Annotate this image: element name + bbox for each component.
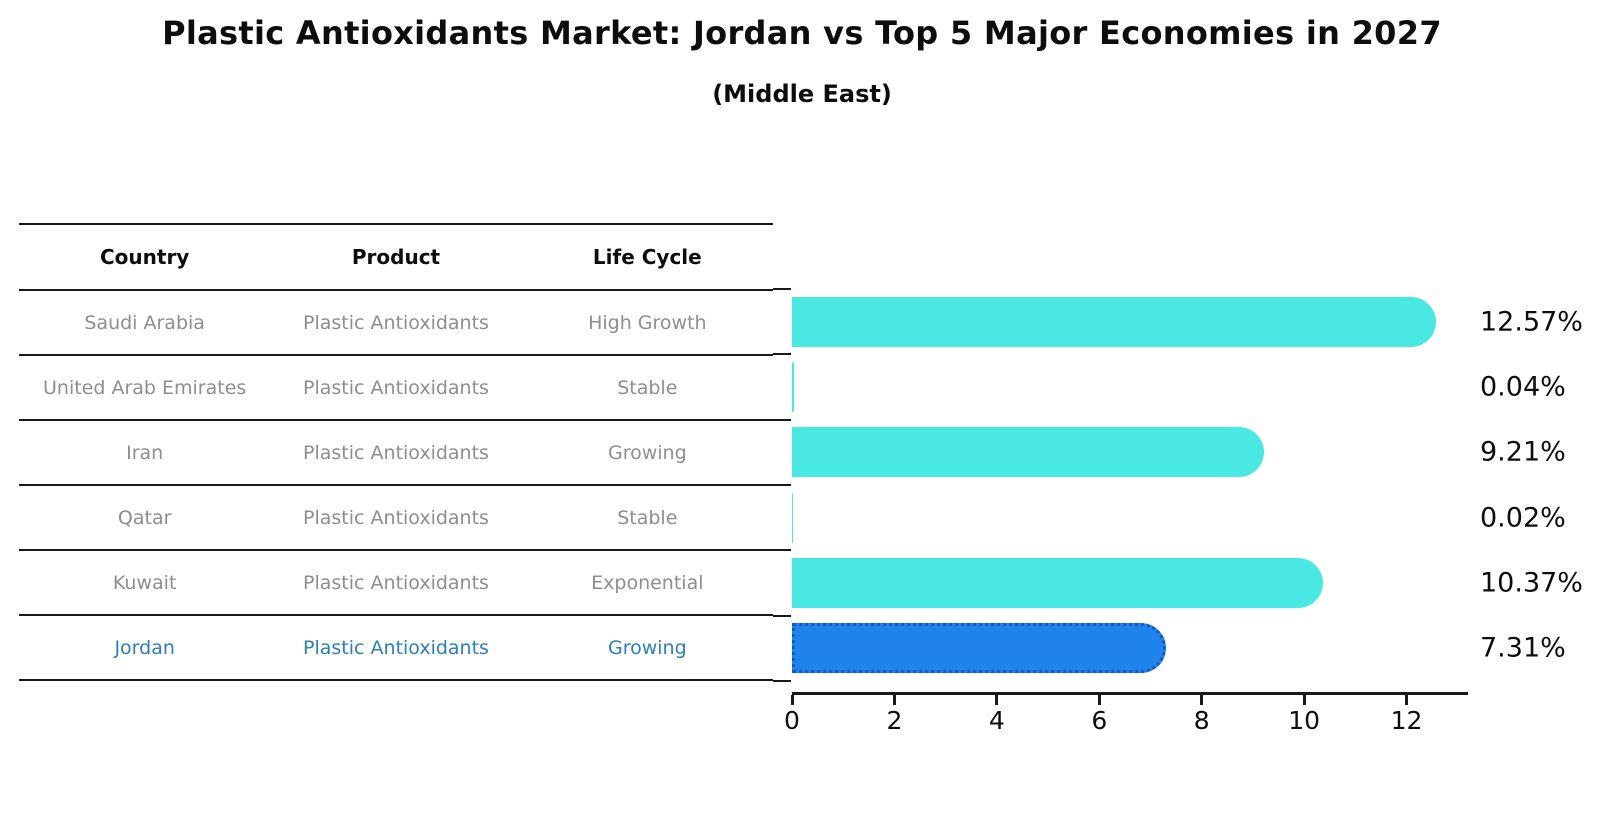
bar-jordan-highlighted xyxy=(792,623,1167,674)
table-row: Qatar Plastic Antioxidants Stable xyxy=(19,486,773,551)
column-header-country: Country xyxy=(99,245,190,269)
y-axis-tick xyxy=(773,614,791,617)
x-axis-tick xyxy=(1302,695,1306,705)
y-axis-tick xyxy=(773,418,791,421)
x-axis-line xyxy=(792,692,1468,695)
table-row: Kuwait Plastic Antioxidants Exponential xyxy=(19,551,773,616)
x-axis-tick xyxy=(1097,695,1101,705)
cell-life-cycle: Stable xyxy=(617,376,678,399)
cell-country: Saudi Arabia xyxy=(84,311,205,334)
bar-kuwait xyxy=(792,557,1324,608)
x-axis-tick-label: 6 xyxy=(1091,706,1108,735)
cell-life-cycle: Stable xyxy=(617,506,678,529)
bar-value-label: 9.21% xyxy=(1480,436,1566,468)
bar-value-label: 10.37% xyxy=(1480,567,1583,599)
cell-life-cycle: Growing xyxy=(607,636,687,659)
comparison-table: Country Product Life Cycle Saudi Arabia Pla… xyxy=(19,223,773,681)
y-axis-tick xyxy=(773,483,791,486)
cell-product: Plastic Antioxidants xyxy=(303,441,489,464)
chart-subtitle: (Middle East) xyxy=(712,80,892,108)
x-axis-tick-label: 2 xyxy=(886,706,903,735)
x-axis-tick-label: 12 xyxy=(1390,706,1423,735)
bar-value-label: 12.57% xyxy=(1480,306,1583,338)
cell-country: Kuwait xyxy=(112,571,177,594)
table-row: Jordan Plastic Antioxidants Growing xyxy=(19,616,773,681)
y-axis-tick xyxy=(773,679,791,682)
cell-product: Plastic Antioxidants xyxy=(303,636,489,659)
chart-title: Plastic Antioxidants Market: Jordan vs T… xyxy=(162,14,1442,52)
bar-value-label: 0.04% xyxy=(1480,371,1566,403)
cell-country: Jordan xyxy=(114,636,175,659)
bar-value-label: 7.31% xyxy=(1480,632,1566,664)
x-axis-tick-label: 10 xyxy=(1288,706,1321,735)
column-header-product: Product xyxy=(351,245,441,269)
cell-product: Plastic Antioxidants xyxy=(303,506,489,529)
cell-product: Plastic Antioxidants xyxy=(303,376,489,399)
x-axis-tick-label: 0 xyxy=(784,706,800,735)
bar-qatar xyxy=(792,492,794,543)
cell-life-cycle: Exponential xyxy=(591,571,704,594)
bar-iran xyxy=(792,427,1264,478)
bar-saudi-arabia xyxy=(792,296,1436,347)
cell-life-cycle: High Growth xyxy=(588,311,707,334)
cell-product: Plastic Antioxidants xyxy=(303,571,489,594)
table-row: United Arab Emirates Plastic Antioxidants… xyxy=(19,356,773,421)
cell-country: Iran xyxy=(126,441,164,464)
bar-united-arab-emirates xyxy=(792,361,795,412)
table-header-row: Country Product Life Cycle xyxy=(19,225,773,291)
column-header-life-cycle: Life Cycle xyxy=(592,245,702,269)
table-row: Saudi Arabia Plastic Antioxidants High Gro… xyxy=(19,291,773,356)
cell-product: Plastic Antioxidants xyxy=(303,311,489,334)
cell-country: Qatar xyxy=(117,506,172,529)
y-axis-tick xyxy=(773,549,791,552)
y-axis-tick xyxy=(773,353,791,356)
table-body: Saudi Arabia Plastic Antioxidants High Gro… xyxy=(19,291,773,681)
table-row: Iran Plastic Antioxidants Growing xyxy=(19,421,773,486)
x-axis-tick xyxy=(995,695,999,705)
cell-country: United Arab Emirates xyxy=(43,376,247,399)
cell-life-cycle: Growing xyxy=(607,441,687,464)
bar-value-label: 0.02% xyxy=(1480,502,1566,534)
x-axis-tick-label: 4 xyxy=(988,706,1005,735)
x-axis-tick xyxy=(790,695,794,705)
x-axis-tick xyxy=(1405,695,1409,705)
x-axis-tick-label: 8 xyxy=(1193,706,1210,735)
x-axis-tick xyxy=(1200,695,1204,705)
x-axis-tick xyxy=(892,695,896,705)
y-axis-tick xyxy=(773,288,791,290)
